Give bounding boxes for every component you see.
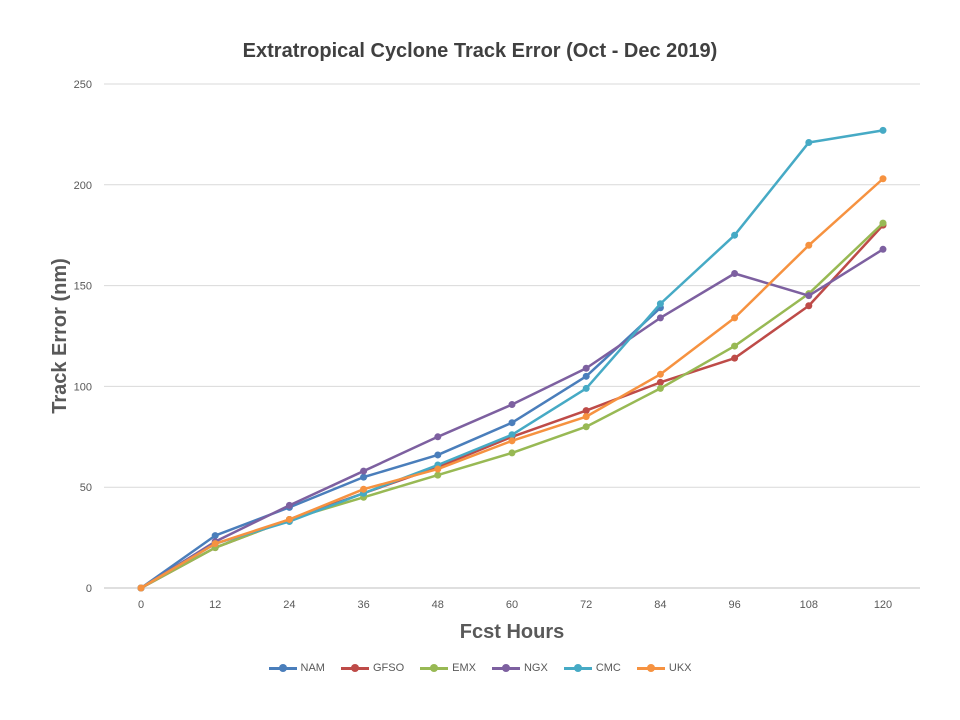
data-point-emx <box>731 342 739 350</box>
data-point-ngx <box>360 467 368 475</box>
x-axis-label: Fcst Hours <box>460 621 564 643</box>
data-point-ukx <box>137 584 145 592</box>
data-point-ukx <box>211 540 219 548</box>
legend-item-nam: NAM <box>268 662 325 674</box>
legend-label-emx: EMX <box>452 662 476 674</box>
legend-swatch-nam <box>268 663 297 673</box>
data-point-cmc <box>656 300 664 308</box>
data-point-gfso <box>656 378 664 386</box>
legend-swatch-cmc <box>563 663 592 673</box>
data-point-ukx <box>805 241 813 249</box>
data-point-emx <box>434 471 442 479</box>
x-tick-label: 12 <box>209 599 221 611</box>
data-point-ngx <box>805 292 813 300</box>
x-tick-label: 96 <box>728 599 740 611</box>
series-line-cmc <box>139 129 885 590</box>
data-point-nam <box>211 532 219 540</box>
legend-item-gfso: GFSO <box>340 662 405 674</box>
data-point-ukx <box>731 314 739 322</box>
x-tick-label: 60 <box>506 599 518 611</box>
series-line-nam <box>139 306 662 590</box>
data-point-emx <box>582 423 590 431</box>
x-tick-label: 24 <box>283 599 295 611</box>
data-point-cmc <box>879 126 887 134</box>
data-point-nam <box>582 372 590 380</box>
y-tick-label: 150 <box>74 281 92 293</box>
legend-item-emx: EMX <box>420 662 476 674</box>
x-tick-label: 84 <box>654 599 666 611</box>
y-tick-label: 100 <box>74 381 92 393</box>
data-point-emx <box>879 219 887 227</box>
data-point-ngx <box>508 401 516 409</box>
data-point-ukx <box>879 175 887 183</box>
data-point-nam <box>434 451 442 459</box>
legend-label-ngx: NGX <box>523 662 548 674</box>
x-tick-label: 0 <box>138 599 144 611</box>
x-tick-label: 48 <box>432 599 444 611</box>
chart-title: Extratropical Cyclone Track Error (Oct -… <box>242 40 718 62</box>
data-point-ukx <box>434 465 442 473</box>
legend-item-cmc: CMC <box>563 662 621 674</box>
data-point-ukx <box>285 515 293 523</box>
series-line-ngx <box>139 248 885 590</box>
data-point-ukx <box>360 485 368 493</box>
series-line-ukx <box>139 177 885 590</box>
chart-legend: NAM GFSO EMX NGX CMC UKX <box>0 662 960 674</box>
data-point-ukx <box>656 370 664 378</box>
data-point-ukx <box>582 413 590 421</box>
y-tick-label: 0 <box>86 583 92 595</box>
x-tick-label: 36 <box>357 599 369 611</box>
y-tick-label: 50 <box>80 482 92 494</box>
legend-item-ukx: UKX <box>636 662 692 674</box>
legend-swatch-emx <box>420 663 449 673</box>
data-point-cmc <box>805 138 813 146</box>
data-point-gfso <box>582 407 590 415</box>
legend-swatch-ngx <box>491 663 520 673</box>
data-point-cmc <box>582 384 590 392</box>
y-axis-label: Track Error (nm) <box>49 258 71 414</box>
legend-swatch-ukx <box>636 663 665 673</box>
data-point-ngx <box>285 501 293 509</box>
y-tick-label: 200 <box>74 180 92 192</box>
data-point-ngx <box>731 270 739 278</box>
legend-label-ukx: UKX <box>668 662 692 674</box>
x-tick-label: 120 <box>874 599 892 611</box>
x-tick-label: 72 <box>580 599 592 611</box>
legend-label-gfso: GFSO <box>372 662 405 674</box>
data-point-gfso <box>805 302 813 310</box>
data-point-ngx <box>582 364 590 372</box>
data-point-ngx <box>656 314 664 322</box>
x-tick-label: 108 <box>800 599 818 611</box>
data-point-gfso <box>731 354 739 362</box>
data-point-nam <box>508 419 516 427</box>
y-tick-label: 250 <box>74 79 92 91</box>
data-point-emx <box>508 449 516 457</box>
data-point-ngx <box>879 245 887 253</box>
legend-label-cmc: CMC <box>595 662 621 674</box>
data-point-cmc <box>508 431 516 439</box>
legend-swatch-gfso <box>340 663 369 673</box>
legend-label-nam: NAM <box>300 662 325 674</box>
data-point-ngx <box>434 433 442 441</box>
data-point-cmc <box>731 231 739 239</box>
data-point-ukx <box>508 437 516 445</box>
legend-item-ngx: NGX <box>491 662 548 674</box>
data-point-emx <box>656 384 664 392</box>
data-point-nam <box>360 473 368 481</box>
